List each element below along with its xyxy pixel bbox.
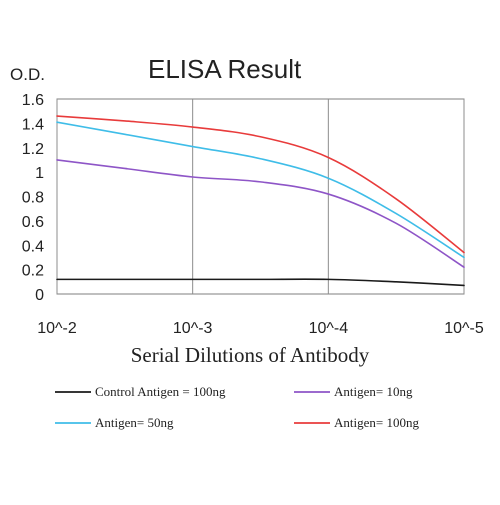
y-tick-label: 1 <box>35 165 44 182</box>
legend: Control Antigen = 100ng Antigen= 10ng Anti… <box>55 384 419 430</box>
chart-title: ELISA Result <box>148 54 302 84</box>
y-tick-label: 0.4 <box>22 238 44 255</box>
x-tick-labels: 10^-2 10^-3 10^-4 10^-5 <box>37 320 484 337</box>
y-tick-label: 1.2 <box>22 141 44 158</box>
plot-area <box>56 98 465 295</box>
gridlines <box>56 99 465 294</box>
legend-label: Antigen= 10ng <box>334 384 413 399</box>
x-tick-label: 10^-2 <box>37 320 77 337</box>
series-line-antigen-50ng <box>56 121 465 259</box>
y-tick-label: 0 <box>35 287 44 304</box>
legend-item-control-antigen-100ng: Control Antigen = 100ng <box>55 384 226 399</box>
y-tick-label: 0.2 <box>22 263 44 280</box>
legend-item-antigen-10ng: Antigen= 10ng <box>294 384 413 399</box>
x-tick-label: 10^-4 <box>309 320 349 337</box>
y-tick-label: 0.8 <box>22 190 44 207</box>
x-tick-label: 10^-5 <box>444 320 484 337</box>
series-line-antigen-10ng <box>56 159 465 268</box>
y-tick-labels: 1.6 1.4 1.2 1 0.8 0.6 0.4 0.2 0 <box>22 92 44 304</box>
x-axis-label: Serial Dilutions of Antibody <box>131 343 370 367</box>
series-line-antigen-100ng <box>56 115 465 254</box>
series-line-control-antigen-100ng <box>56 278 465 287</box>
y-tick-label: 1.4 <box>22 116 44 133</box>
legend-item-antigen-50ng: Antigen= 50ng <box>55 415 174 430</box>
y-tick-label: 0.6 <box>22 214 44 231</box>
legend-label: Antigen= 50ng <box>95 415 174 430</box>
y-tick-label: 1.6 <box>22 92 44 109</box>
legend-label: Antigen= 100ng <box>334 415 419 430</box>
y-axis-label: O.D. <box>10 65 45 84</box>
legend-label: Control Antigen = 100ng <box>95 384 226 399</box>
x-tick-label: 10^-3 <box>173 320 213 337</box>
series-lines <box>56 115 465 287</box>
legend-item-antigen-100ng: Antigen= 100ng <box>294 415 419 430</box>
